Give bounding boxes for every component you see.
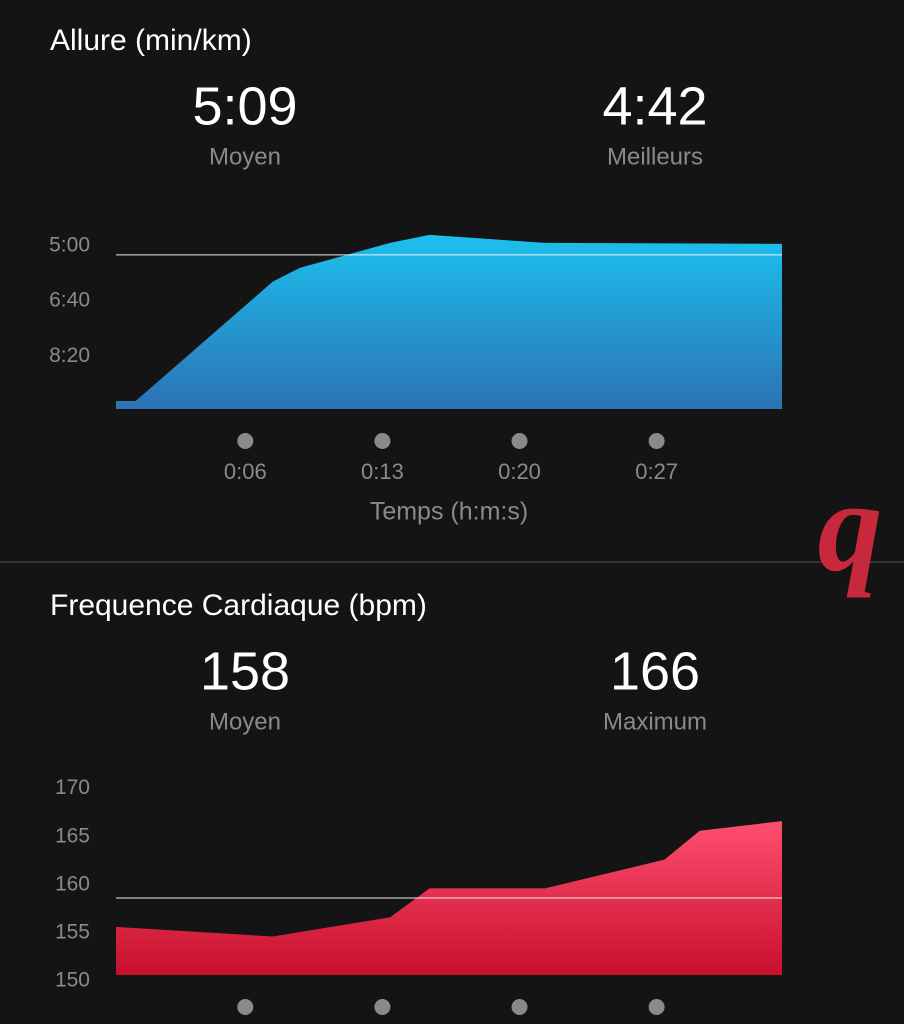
area bbox=[116, 234, 782, 409]
x-tick-dot bbox=[511, 999, 528, 1015]
stat-label: Moyen bbox=[209, 143, 281, 170]
stat-label: Meilleurs bbox=[607, 143, 703, 170]
section-title: Allure (min/km) bbox=[50, 24, 252, 57]
x-tick-dot bbox=[648, 433, 665, 449]
y-tick-label: 8:20 bbox=[49, 344, 90, 367]
stat-value: 4:42 bbox=[602, 76, 707, 136]
x-tick-label: 0:13 bbox=[361, 459, 404, 484]
x-tick-dot bbox=[237, 999, 254, 1015]
x-tick-dot bbox=[374, 433, 391, 449]
x-tick-dot bbox=[237, 433, 254, 449]
y-tick-label: 170 bbox=[55, 776, 90, 799]
stat-label: Maximum bbox=[603, 708, 707, 735]
y-tick-label: 6:40 bbox=[49, 289, 90, 312]
x-tick-label: 0:27 bbox=[635, 459, 678, 484]
y-tick-label: 165 bbox=[55, 824, 90, 847]
stat-value: 5:09 bbox=[192, 76, 297, 136]
y-tick-label: 155 bbox=[55, 920, 90, 943]
stat-value: 158 bbox=[200, 641, 290, 701]
x-tick-dot bbox=[374, 999, 391, 1015]
x-tick-label: 0:06 bbox=[224, 459, 267, 484]
stat-label: Moyen bbox=[209, 708, 281, 735]
y-tick-label: 5:00 bbox=[49, 233, 90, 256]
y-tick-label: 150 bbox=[55, 969, 90, 992]
y-tick-label: 160 bbox=[55, 872, 90, 895]
stat-value: 166 bbox=[610, 641, 700, 701]
watermark: q bbox=[818, 455, 883, 599]
x-axis-label: Temps (h:m:s) bbox=[370, 498, 528, 526]
x-tick-label: 0:20 bbox=[498, 459, 541, 484]
x-tick-dot bbox=[511, 433, 528, 449]
x-tick-dot bbox=[648, 999, 665, 1015]
section-title: Frequence Cardiaque (bpm) bbox=[50, 589, 427, 622]
